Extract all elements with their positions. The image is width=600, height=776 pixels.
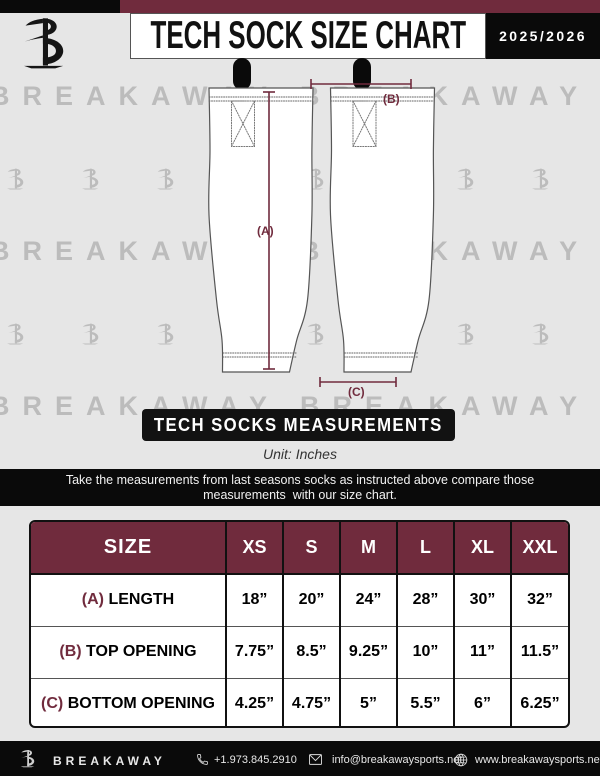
svg-text:(A): (A)	[257, 224, 274, 238]
svg-text:(C): (C)	[348, 385, 365, 399]
svg-text:(B): (B)	[383, 92, 400, 106]
